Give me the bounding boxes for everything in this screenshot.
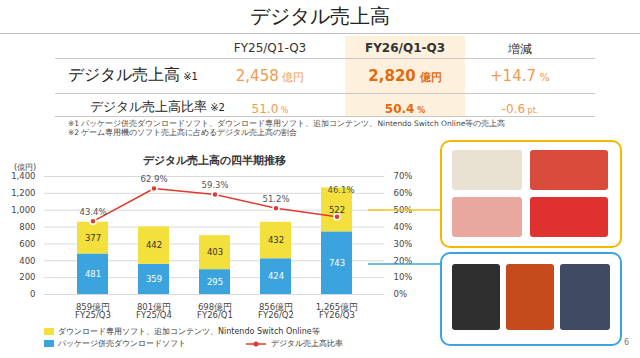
html-text:FY25/Q1-Q3: FY25/Q1-Q3 (233, 41, 307, 55)
svg-text:50%: 50% (394, 205, 413, 215)
svg-text:424: 424 (268, 271, 284, 281)
html-text:デジタル売上高: デジタル売上高 (250, 4, 390, 28)
svg-text:46.1%: 46.1% (327, 185, 354, 195)
svg-text:1,200: 1,200 (11, 188, 35, 198)
html-text:2,820億円: 2,820億円 (368, 67, 442, 85)
html-text:FY26/Q1-Q3: FY26/Q1-Q3 (365, 41, 445, 55)
svg-text:200: 200 (19, 272, 35, 282)
html-text:パッケージ併売ダウンロードソフト: パッケージ併売ダウンロードソフト (58, 339, 186, 348)
html-text:+14.7%: +14.7% (490, 67, 550, 85)
html-text:-0.6pt.: -0.6pt. (501, 102, 539, 116)
svg-text:0: 0 (30, 289, 35, 299)
html-text:デジタル売上高※1: デジタル売上高※1 (68, 65, 198, 84)
svg-text:10%: 10% (394, 272, 413, 282)
svg-text:1,000: 1,000 (11, 205, 35, 215)
svg-text:1,265億円FY26/Q3: 1,265億円FY26/Q3 (316, 302, 358, 321)
svg-text:59.3%: 59.3% (201, 180, 228, 190)
html-text:50.4%: 50.4% (384, 102, 426, 116)
svg-text:377: 377 (85, 233, 101, 243)
svg-text:698億円FY26/Q1: 698億円FY26/Q1 (197, 302, 233, 321)
svg-text:432: 432 (268, 235, 284, 245)
html-text:51.0%: 51.0% (251, 102, 289, 116)
svg-text:60%: 60% (394, 188, 413, 198)
svg-text:40%: 40% (394, 222, 413, 232)
svg-text:20%: 20% (394, 256, 413, 266)
html-text:デジタル売上高比率: デジタル売上高比率 (271, 339, 343, 348)
html-text:デジタル売上高比率※2: デジタル売上高比率※2 (90, 99, 225, 114)
svg-text:62.9%: 62.9% (140, 174, 167, 184)
svg-text:522: 522 (329, 205, 345, 215)
svg-text:295: 295 (207, 277, 223, 287)
html-text:デジタル売上高の四半期推移: デジタル売上高の四半期推移 (142, 154, 286, 167)
svg-text:800: 800 (19, 222, 35, 232)
html-text:2,458億円: 2,458億円 (235, 67, 305, 85)
svg-text:743: 743 (329, 258, 345, 268)
html-text:6: 6 (624, 338, 630, 347)
html-text:※2 ゲーム専用機のソフト売上高に占めるデジタル売上高の割合: ※2 ゲーム専用機のソフト売上高に占めるデジタル売上高の割合 (68, 128, 298, 137)
svg-text:801億円FY25/Q4: 801億円FY25/Q4 (136, 302, 172, 321)
svg-text:43.4%: 43.4% (79, 207, 106, 217)
svg-text:442: 442 (146, 240, 162, 250)
svg-text:70%: 70% (394, 171, 413, 181)
svg-text:481: 481 (85, 269, 101, 279)
svg-text:51.2%: 51.2% (262, 194, 289, 204)
svg-text:403: 403 (207, 247, 223, 257)
html-text:(億円): (億円) (14, 163, 37, 172)
svg-text:359: 359 (146, 274, 162, 284)
html-text:※1 パッケージ併売ダウンロードソフト、ダウンロード専用ソフ: ※1 パッケージ併売ダウンロードソフト、ダウンロード専用ソフト、追加コンテンツ、… (68, 119, 506, 128)
svg-text:1,400: 1,400 (11, 171, 35, 181)
svg-text:859億円FY25/Q3: 859億円FY25/Q3 (75, 302, 111, 321)
svg-text:600: 600 (19, 239, 35, 249)
svg-text:400: 400 (19, 256, 35, 266)
svg-text:856億円FY26/Q2: 856億円FY26/Q2 (258, 302, 294, 321)
svg-text:30%: 30% (394, 239, 413, 249)
html-text:増減: 増減 (508, 42, 532, 56)
svg-text:0%: 0% (394, 289, 408, 299)
html-text:ダウンロード専用ソフト、追加コンテンツ、Nintendo S: ダウンロード専用ソフト、追加コンテンツ、Nintendo Switch Onli… (58, 327, 320, 336)
